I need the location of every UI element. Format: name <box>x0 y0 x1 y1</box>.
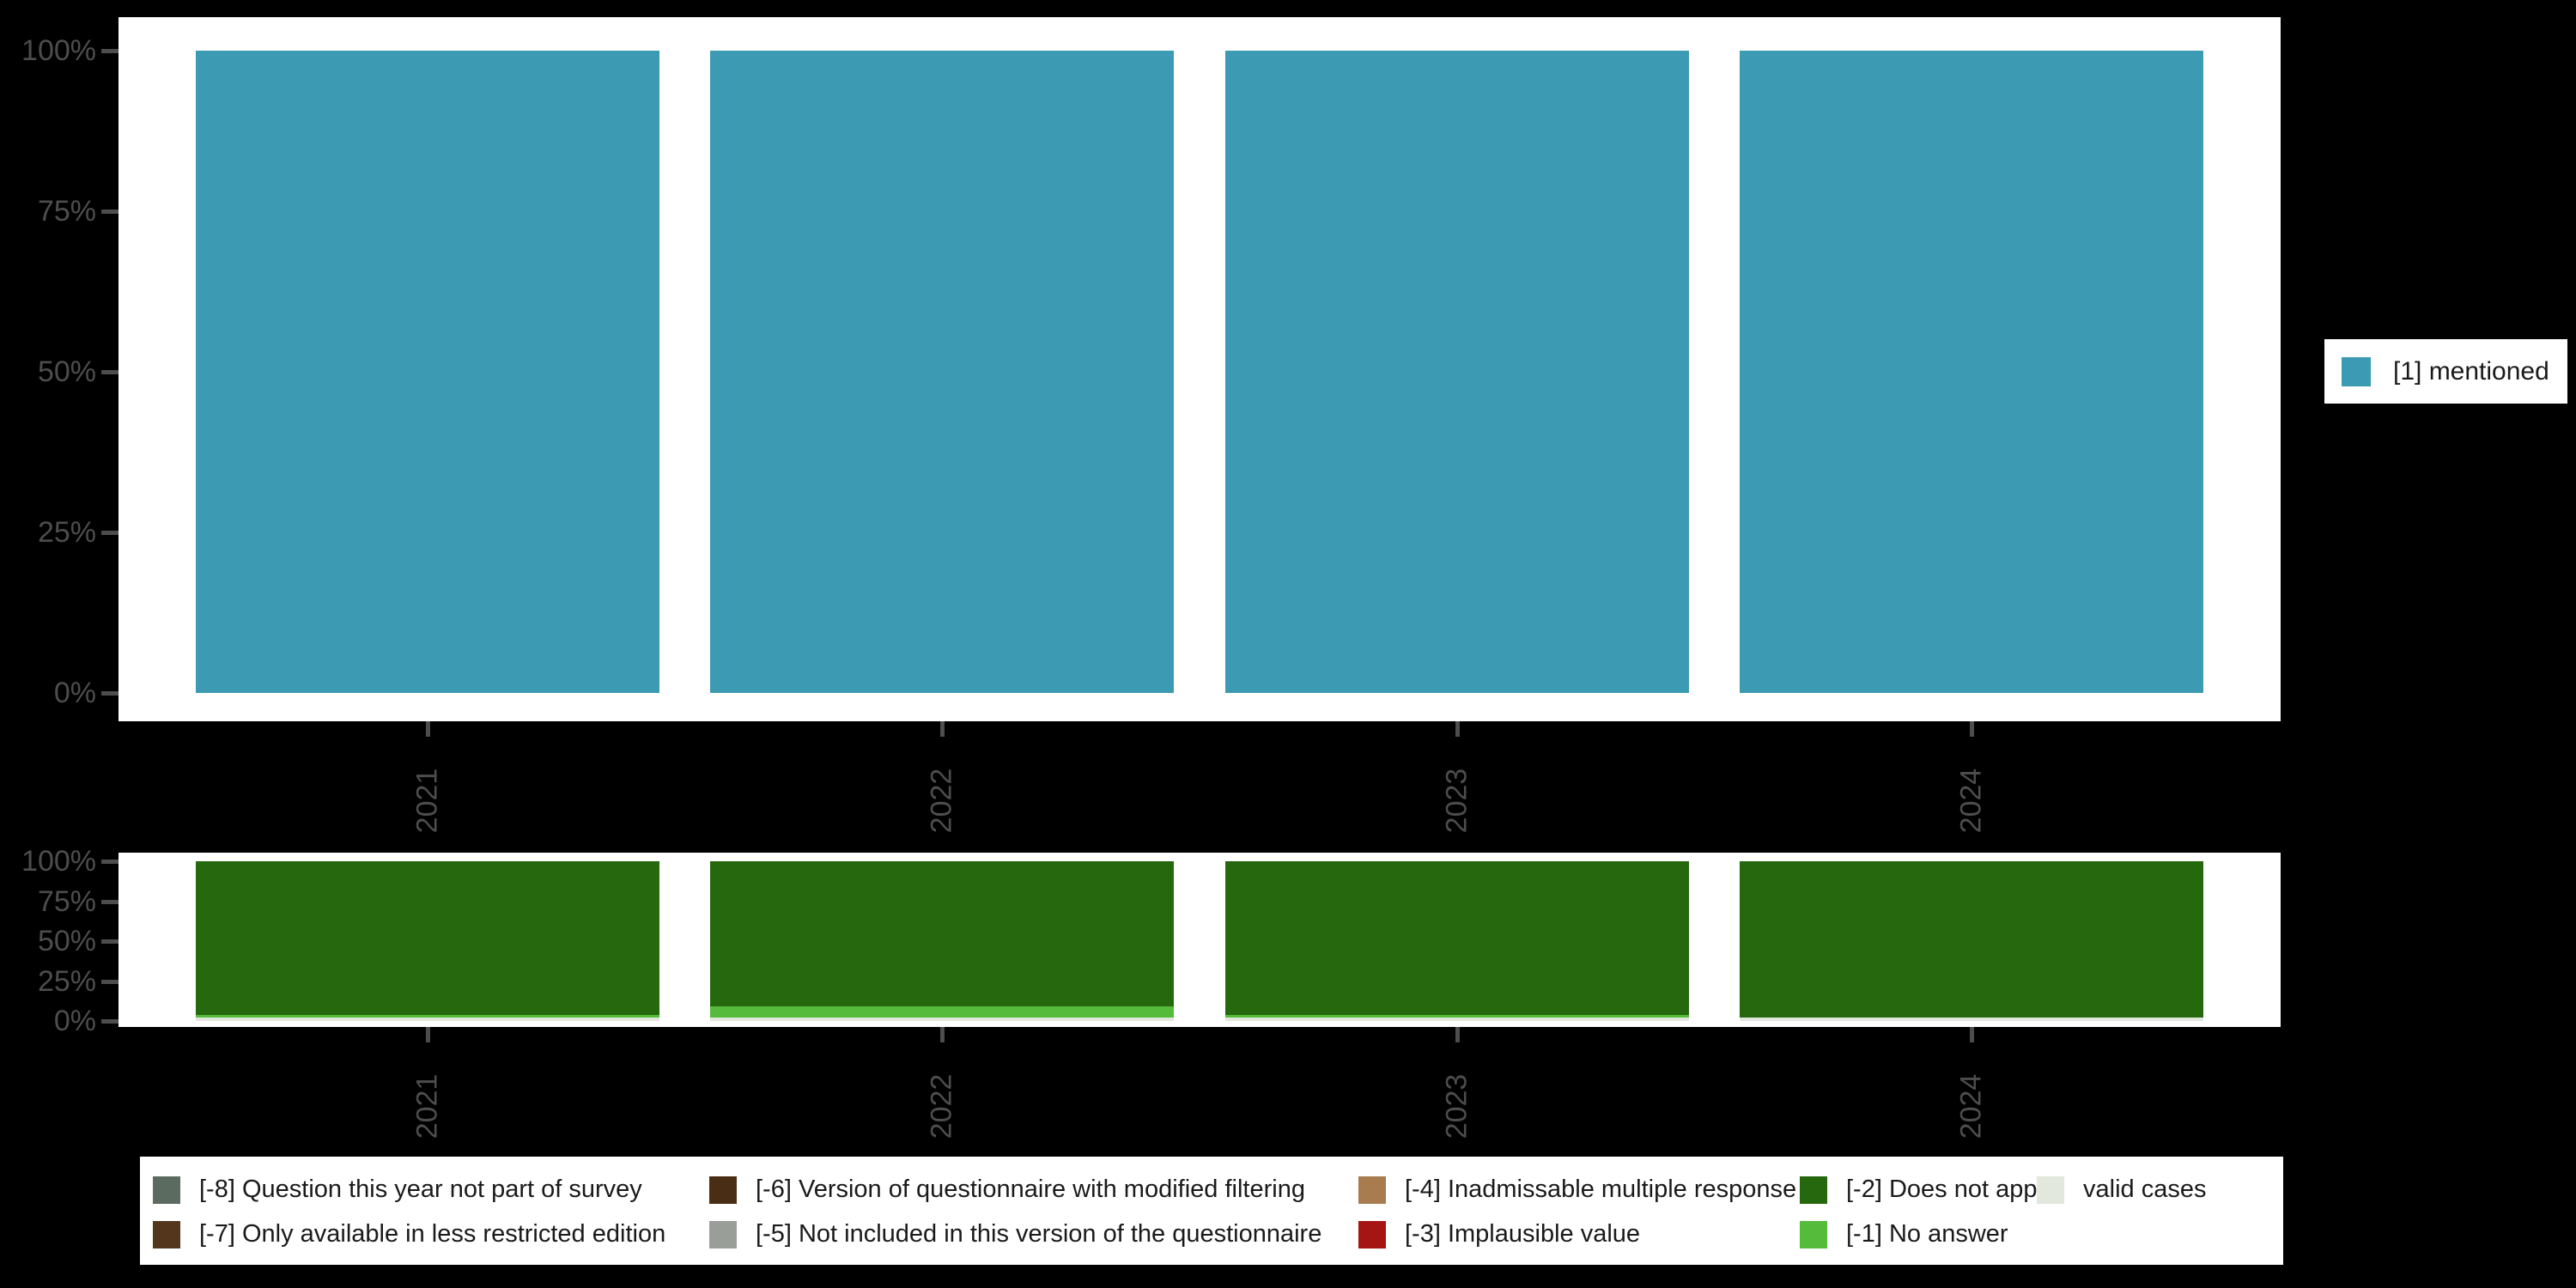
x-axis-tick <box>940 1027 945 1042</box>
mentioned-swatch-icon <box>2342 356 2371 386</box>
bar-segment-2021 <box>196 51 659 693</box>
missing-legend-item: [-2] Does not apply <box>1800 1176 2055 1204</box>
y-axis-tick <box>101 939 118 944</box>
missing-legend-label: [-2] Does not apply <box>1846 1176 2056 1203</box>
bar-segment-2022 <box>710 51 1174 693</box>
y-axis-label: 0% <box>53 677 96 709</box>
x-axis-label: 2021 <box>410 768 444 833</box>
y-axis-tick <box>101 531 118 535</box>
bar-segment-2022 <box>710 861 1174 1007</box>
y-axis-label: 25% <box>37 964 96 998</box>
missing-legend-label: valid cases <box>2083 1176 2207 1203</box>
bar-segment-2022 <box>710 1018 1174 1021</box>
missing-legend-swatch-icon <box>1358 1176 1386 1204</box>
bar-segment-2021 <box>196 1018 659 1021</box>
bar-segment-2023 <box>1225 861 1689 1016</box>
x-axis-label-box: 2023 <box>1393 736 1522 865</box>
x-axis-tick <box>1970 721 1974 737</box>
y-axis-label: 100% <box>21 845 96 878</box>
missing-legend-item: [-8] Question this year not part of surv… <box>153 1176 642 1204</box>
x-axis-label-box: 2021 <box>363 736 492 865</box>
x-axis-label-box: 2024 <box>1907 1042 2036 1170</box>
x-axis-label-box: 2021 <box>363 1042 492 1170</box>
missing-legend-item: valid cases <box>2037 1176 2206 1204</box>
y-axis-tick <box>101 49 118 53</box>
bar-segment-2024 <box>1740 1018 2203 1021</box>
y-axis-label: 50% <box>37 925 96 957</box>
missing-legend-swatch-icon <box>1800 1220 1827 1249</box>
x-axis-label-box: 2024 <box>1907 736 2036 865</box>
legend-missing-values: [-8] Question this year not part of surv… <box>140 1157 2283 1265</box>
x-axis-tick <box>426 721 430 737</box>
x-axis-label: 2022 <box>925 768 958 833</box>
missing-legend-swatch-icon <box>153 1220 180 1249</box>
missing-legend-item: [-4] Inadmissable multiple response <box>1358 1176 1796 1204</box>
missing-legend-swatch-icon <box>1358 1220 1386 1249</box>
bar-segment-2021 <box>196 1015 659 1018</box>
x-axis-tick <box>1455 721 1460 737</box>
x-axis-label: 2024 <box>1954 1073 1988 1139</box>
y-axis-label: 75% <box>37 884 96 918</box>
missing-legend-item: [-6] Version of questionnaire with modif… <box>709 1176 1305 1204</box>
missing-legend-item: [-1] No answer <box>1800 1220 2008 1249</box>
missing-legend-label: [-6] Version of questionnaire with modif… <box>756 1176 1305 1203</box>
x-axis-tick <box>426 1027 430 1042</box>
missing-legend-label: [-7] Only available in less restricted e… <box>199 1220 666 1248</box>
y-axis-tick <box>101 979 118 984</box>
missing-legend-item: [-7] Only available in less restricted e… <box>153 1220 665 1249</box>
x-axis-label-box: 2022 <box>878 736 1006 865</box>
y-axis-tick <box>101 899 118 904</box>
missing-legend-item: [-3] Implausible value <box>1358 1220 1640 1249</box>
bar-segment-2023 <box>1225 1018 1689 1021</box>
x-axis-label-box: 2022 <box>878 1042 1006 1170</box>
missing-legend-label: [-5] Not included in this version of the… <box>756 1220 1322 1248</box>
y-axis-tick <box>101 370 118 374</box>
y-axis-label: 0% <box>53 1005 96 1037</box>
y-axis-tick <box>101 860 118 864</box>
mentioned-legend-label: [1] mentioned <box>2393 356 2549 386</box>
y-axis-label: 50% <box>37 355 96 388</box>
y-axis-label: 75% <box>37 195 96 228</box>
bar-segment-2021 <box>196 861 659 1016</box>
missing-legend-label: [-8] Question this year not part of surv… <box>199 1176 642 1203</box>
y-axis-tick <box>101 210 118 214</box>
x-axis-tick <box>1970 1027 1974 1042</box>
x-axis-label: 2022 <box>925 1073 958 1139</box>
missing-legend-label: [-1] No answer <box>1846 1220 2008 1248</box>
missing-legend-swatch-icon <box>153 1176 180 1204</box>
y-axis-label: 25% <box>37 516 96 549</box>
missing-legend-swatch-icon <box>2037 1176 2064 1204</box>
y-axis-tick <box>101 1019 118 1024</box>
y-axis-label: 100% <box>21 34 96 67</box>
missing-legend-swatch-icon <box>709 1176 737 1204</box>
x-axis-label: 2024 <box>1954 768 1988 833</box>
bar-segment-2023 <box>1225 51 1689 693</box>
x-axis-tick <box>940 721 945 737</box>
bar-segment-2024 <box>1740 51 2203 693</box>
x-axis-label-box: 2023 <box>1393 1042 1522 1170</box>
y-axis-tick <box>101 691 118 696</box>
legend-mentioned: [1] mentioned <box>2324 339 2567 404</box>
missing-legend-swatch-icon <box>709 1220 737 1249</box>
bar-segment-2022 <box>710 1006 1174 1018</box>
missing-legend-label: [-4] Inadmissable multiple response <box>1405 1176 1797 1203</box>
bar-segment-2023 <box>1225 1015 1689 1018</box>
x-axis-tick <box>1455 1027 1460 1042</box>
bar-segment-2024 <box>1740 861 2203 1018</box>
x-axis-label: 2023 <box>1440 1073 1473 1139</box>
missing-legend-swatch-icon <box>1800 1176 1827 1204</box>
x-axis-label: 2023 <box>1440 768 1473 833</box>
missing-legend-item: [-5] Not included in this version of the… <box>709 1220 1321 1249</box>
x-axis-label: 2021 <box>410 1073 444 1139</box>
missing-legend-label: [-3] Implausible value <box>1405 1220 1641 1248</box>
